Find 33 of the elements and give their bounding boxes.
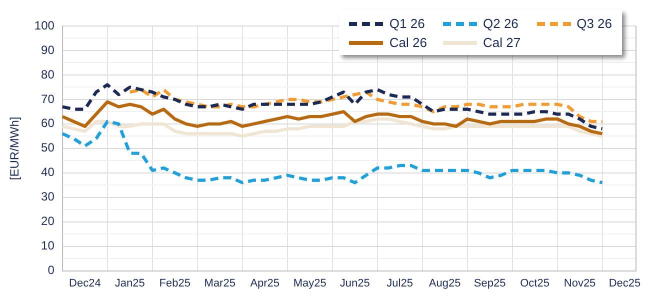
x-tick-label: May25 — [293, 277, 326, 290]
y-tick-label: 10 — [41, 238, 55, 253]
y-tick-label: 50 — [41, 140, 55, 155]
legend-label: Q1 26 — [389, 16, 425, 31]
x-tick-label: Apr25 — [250, 277, 280, 290]
x-tick-label: Feb25 — [159, 277, 190, 290]
y-tick-label: 30 — [41, 190, 55, 204]
y-tick-label: 70 — [41, 92, 55, 106]
y-tick-label: 20 — [41, 214, 55, 228]
legend-label: Cal 26 — [389, 35, 427, 50]
x-tick-label: Jul25 — [386, 277, 413, 290]
x-tick-label: Jun25 — [340, 277, 370, 290]
x-tick-label: Nov25 — [564, 277, 596, 290]
y-axis-title: [EUR/MWh] — [8, 116, 22, 180]
x-tick-label: Oct25 — [520, 277, 550, 290]
x-tick-label: Jan25 — [114, 277, 145, 290]
x-tick-label: Mar25 — [204, 277, 236, 290]
y-tick-label: 60 — [41, 116, 55, 130]
y-tick-label: 100 — [34, 18, 55, 32]
y-tick-label: 40 — [41, 165, 55, 180]
x-tick-label: Dec24 — [69, 277, 101, 290]
x-tick-label: Aug25 — [428, 277, 461, 290]
legend-label: Cal 27 — [483, 35, 521, 50]
line-series — [60, 120, 604, 184]
legend-label: Q3 26 — [576, 16, 612, 31]
line-series — [60, 83, 604, 130]
y-tick-label: 90 — [41, 42, 55, 57]
line-series — [128, 88, 604, 124]
x-tick-label: Sep25 — [474, 277, 506, 290]
x-tick-label: Dec25 — [608, 277, 641, 290]
legend-label: Q2 26 — [483, 16, 518, 31]
y-tick-label: 80 — [41, 67, 55, 82]
y-tick-label: 0 — [48, 263, 55, 278]
